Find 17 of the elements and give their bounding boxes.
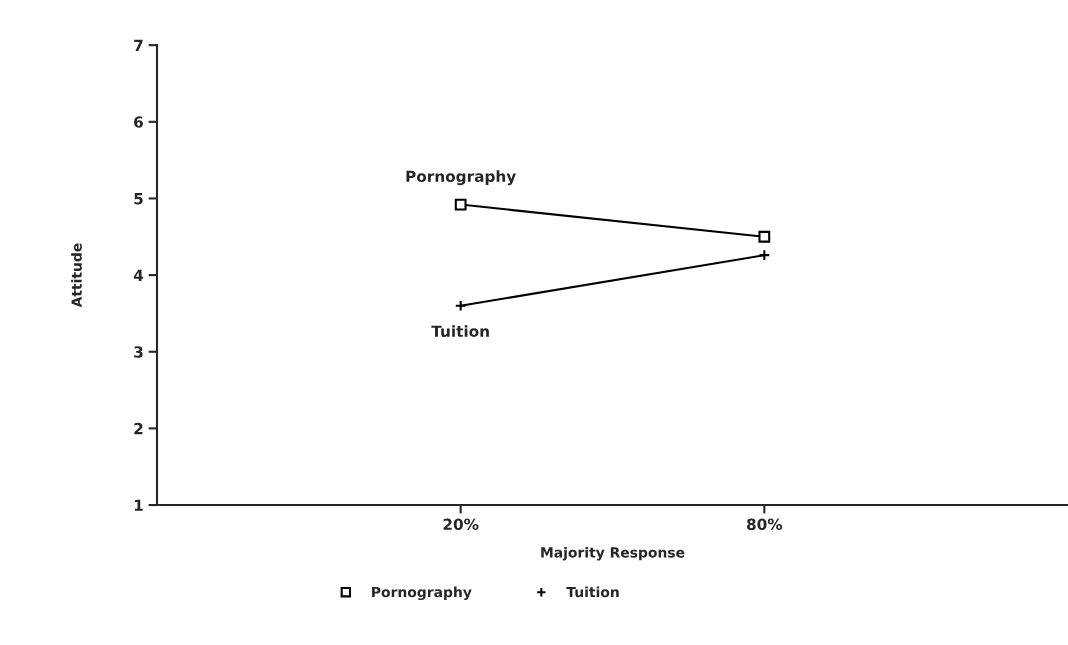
text: Tuition — [431, 325, 489, 338]
text: Pornography — [406, 170, 516, 186]
y-axis-title: Attitude — [71, 243, 82, 308]
y-tick-label: 6 — [134, 116, 143, 128]
x-tick-label: 80% — [746, 518, 783, 531]
y-tick-label: 1 — [134, 499, 143, 511]
y-tick-label: 2 — [134, 422, 143, 435]
x-axis-title: Majority Response — [541, 546, 685, 561]
x-tick-label: 20% — [443, 518, 479, 531]
legend-label: Tuition — [566, 586, 619, 598]
point — [758, 230, 771, 243]
y-tick-label: 3 — [134, 346, 143, 358]
y-tick-label: 4 — [133, 269, 144, 281]
point — [454, 198, 467, 211]
y-tick-label: 5 — [134, 193, 143, 205]
legend-label: Pornography — [372, 586, 472, 601]
y-tick-label: 7 — [134, 39, 143, 51]
